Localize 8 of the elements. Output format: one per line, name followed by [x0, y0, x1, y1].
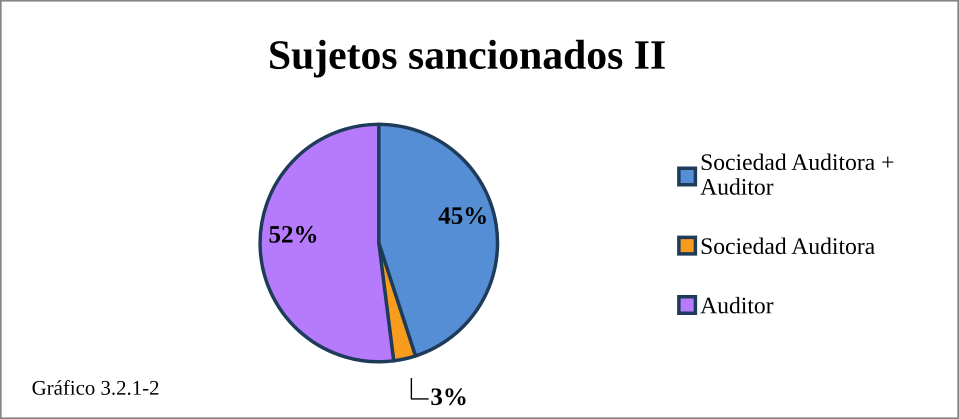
text: Gráfico 3.2.1-2: [32, 380, 158, 395]
chart-title: Sujetos sancionados II: [270, 40, 665, 78]
data-label: 52%: [270, 226, 316, 243]
legend-label: Sociedad Auditora: [702, 238, 875, 254]
data-label: 45%: [438, 207, 486, 224]
data-label: 3%: [431, 388, 466, 406]
legend-label: Sociedad Auditora + Auditor: [700, 154, 894, 195]
legend-label: Auditor: [700, 296, 774, 314]
